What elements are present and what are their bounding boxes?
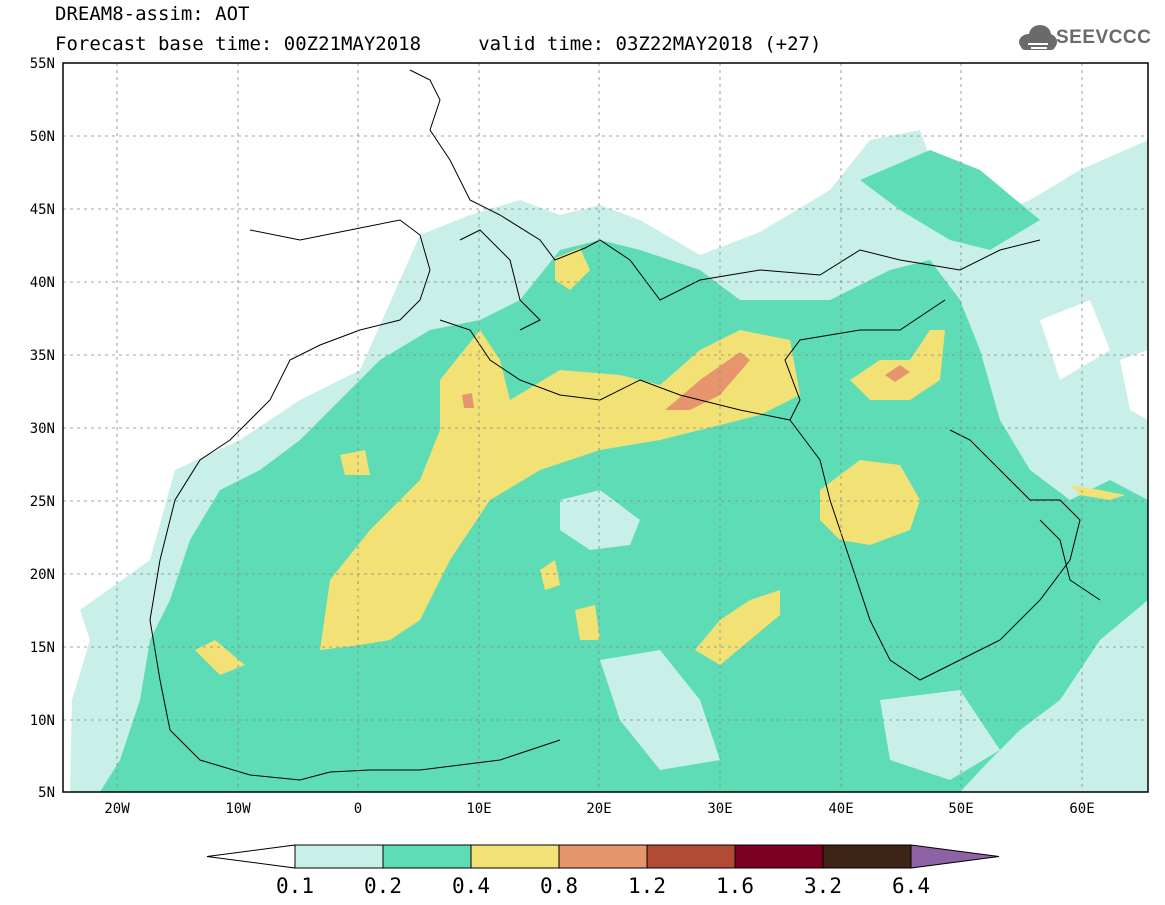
- lat-tick: 30N: [30, 421, 55, 437]
- colorbar-label: 6.4: [892, 874, 930, 898]
- lat-tick: 15N: [30, 640, 55, 656]
- forecast-time-subtitle: Forecast base time: 00Z21MAY2018 valid t…: [55, 33, 822, 55]
- colorbar-box: [646, 844, 736, 869]
- lon-tick: 20W: [104, 801, 130, 817]
- colorbar-label: 1.6: [716, 874, 754, 898]
- lat-tick: 55N: [30, 56, 55, 72]
- lat-axis: 55N 50N 45N 40N 35N 30N 25N 20N 15N 10N …: [30, 56, 55, 801]
- colorbar-label: 0.2: [364, 874, 402, 898]
- lat-tick: 50N: [30, 129, 55, 145]
- lon-tick: 40E: [828, 801, 853, 817]
- colorbar-label: 1.2: [628, 874, 666, 898]
- logo-text: SEEVCCC: [1056, 27, 1152, 48]
- colorbar-labels: 0.1 0.2 0.4 0.8 1.2 1.6 3.2 6.4: [276, 874, 930, 898]
- colorbar-box: [558, 844, 648, 869]
- lon-tick: 10W: [225, 801, 251, 817]
- grid-lines: [63, 63, 1148, 792]
- lat-tick: 35N: [30, 348, 55, 364]
- colorbar-boxes: [206, 844, 1000, 869]
- aot-field: [63, 63, 1148, 792]
- lon-axis: 20W 10W 0 10E 20E 30E 40E 50E 60E: [104, 801, 1094, 817]
- map-frame: [62, 62, 1149, 793]
- lon-tick: 30E: [707, 801, 732, 817]
- colorbar-over-triangle: [910, 844, 1000, 869]
- lat-tick: 20N: [30, 567, 55, 583]
- colorbar-box: [822, 844, 912, 869]
- colorbar-label: 0.1: [276, 874, 314, 898]
- colorbar-label: 0.4: [452, 874, 490, 898]
- lon-tick: 20E: [586, 801, 611, 817]
- colorbar-label: 0.8: [540, 874, 578, 898]
- lon-tick: 10E: [466, 801, 491, 817]
- lon-tick: 50E: [948, 801, 973, 817]
- colorbar-label: 3.2: [804, 874, 842, 898]
- lat-tick: 25N: [30, 494, 55, 510]
- lat-tick: 45N: [30, 202, 55, 218]
- lon-tick: 0: [354, 801, 362, 817]
- map-title: DREAM8-assim: AOT: [55, 3, 250, 25]
- coastlines: [149, 69, 1101, 781]
- colorbar-box: [470, 844, 560, 869]
- lon-tick: 60E: [1069, 801, 1094, 817]
- lat-tick: 10N: [30, 713, 55, 729]
- colorbar-under-triangle: [206, 844, 296, 869]
- lat-tick: 5N: [38, 785, 55, 801]
- cloud-icon: [1019, 25, 1057, 50]
- lat-tick: 40N: [30, 275, 55, 291]
- colorbar-box: [294, 844, 384, 869]
- colorbar-box: [734, 844, 824, 869]
- colorbar-box: [382, 844, 472, 869]
